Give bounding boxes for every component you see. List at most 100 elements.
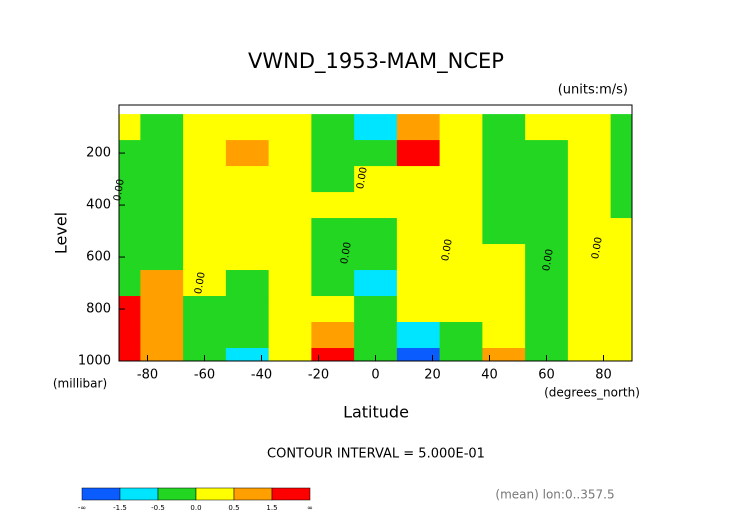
contour-cell: [268, 140, 312, 167]
contour-cell: [439, 166, 483, 193]
contour-cell: [268, 296, 312, 323]
x-units: (degrees_north): [544, 386, 640, 400]
contour-cell: [525, 348, 569, 361]
contour-cell: [183, 322, 227, 349]
contour-cell: [140, 166, 184, 193]
contour-cell: [119, 218, 141, 245]
contour-cell: [567, 296, 612, 323]
contour-cell: [183, 296, 227, 323]
contour-cell: [119, 322, 141, 349]
contour-cell: [567, 348, 612, 361]
y-units: (millibar): [53, 377, 107, 391]
contour-cell: [140, 114, 184, 141]
contour-cell: [311, 114, 355, 141]
contour-cell: [439, 244, 483, 271]
contour-cell: [119, 296, 141, 323]
contour-cell: [567, 192, 612, 219]
contour-cell: [268, 218, 312, 245]
contour-cell: [311, 140, 355, 167]
contour-interval: CONTOUR INTERVAL = 5.000E-01: [267, 447, 485, 462]
contour-cell: [225, 192, 270, 219]
contour-cell: [311, 296, 355, 323]
colorbar-label: ∞: [307, 504, 313, 512]
contour-cell: [482, 218, 526, 245]
contour-cell: [567, 218, 612, 245]
y-axis-label: Level: [52, 212, 71, 254]
contour-cell: [183, 192, 227, 219]
contour-cell: [119, 244, 141, 271]
contour-cell: [225, 140, 270, 167]
contour-cell: [140, 140, 184, 167]
contour-cell: [525, 114, 569, 141]
contour-cell: [140, 322, 184, 349]
contour-cell: [567, 322, 612, 349]
contour-cell: [439, 348, 483, 361]
contour-cell: [482, 244, 526, 271]
x-tick-label: -40: [251, 368, 272, 383]
contour-cell: [567, 244, 612, 271]
contour-cell: [268, 244, 312, 271]
contour-cell: [311, 322, 355, 349]
contour-label: 0.00: [440, 238, 455, 262]
contour-cell: [140, 270, 184, 297]
contour-cell: [183, 218, 227, 245]
y-tick-label: 200: [86, 146, 111, 161]
contour-cell: [610, 270, 632, 297]
contour-cell: [525, 218, 569, 245]
contour-cell: [354, 322, 398, 349]
colorbar-swatch: [233, 487, 273, 501]
contour-label: 0.00: [112, 178, 127, 202]
contour-cell: [268, 270, 312, 297]
contour-cell: [396, 270, 441, 297]
colorbar-label: 1.5: [266, 504, 277, 512]
contour-cell: [482, 192, 526, 219]
contour-cell: [525, 140, 569, 167]
contour-label: 0.00: [541, 248, 556, 272]
contour-cell: [439, 192, 483, 219]
contour-cell: [268, 192, 312, 219]
x-tick-label: -20: [308, 368, 329, 383]
contour-cell: [354, 244, 398, 271]
colorbar-swatch: [271, 487, 311, 501]
contour-cell: [567, 140, 612, 167]
contour-cell: [119, 114, 141, 141]
contour-cell: [439, 296, 483, 323]
note: (mean) lon:0..357.5: [495, 488, 614, 502]
contour-cell: [311, 166, 355, 193]
contour-cell: [610, 348, 632, 361]
chart-title: VWND_1953-MAM_NCEP: [248, 49, 504, 74]
contour-cell: [354, 192, 398, 219]
colorbar-swatch: [81, 487, 121, 501]
contour-cell: [610, 192, 632, 219]
colorbar-label: -0.5: [151, 504, 165, 512]
contour-cell: [525, 244, 569, 271]
contour-cell: [396, 348, 441, 361]
colorbar-swatch: [195, 487, 235, 501]
contour-cell: [439, 270, 483, 297]
contour-cell: [119, 348, 141, 361]
contour-cell: [525, 192, 569, 219]
contour-cell: [525, 270, 569, 297]
contour-cell: [610, 114, 632, 141]
contour-cell: [354, 270, 398, 297]
y-tick-label: 600: [86, 250, 111, 265]
contour-cell: [482, 322, 526, 349]
contour-cell: [396, 114, 441, 141]
contour-cell: [311, 218, 355, 245]
contour-cell: [482, 140, 526, 167]
contour-cell: [311, 244, 355, 271]
contour-cell: [225, 166, 270, 193]
contour-cell: [610, 166, 632, 193]
contour-cell: [396, 244, 441, 271]
contour-cell: [354, 166, 398, 193]
contour-label: 0.00: [590, 236, 605, 260]
contour-cell: [225, 244, 270, 271]
contour-cell: [225, 270, 270, 297]
contour-cell: [183, 244, 227, 271]
contour-cell: [268, 348, 312, 361]
x-tick-label: -80: [137, 368, 158, 383]
y-tick-label: 400: [86, 198, 111, 213]
contour-cell: [354, 218, 398, 245]
x-tick-label: 80: [595, 368, 612, 383]
